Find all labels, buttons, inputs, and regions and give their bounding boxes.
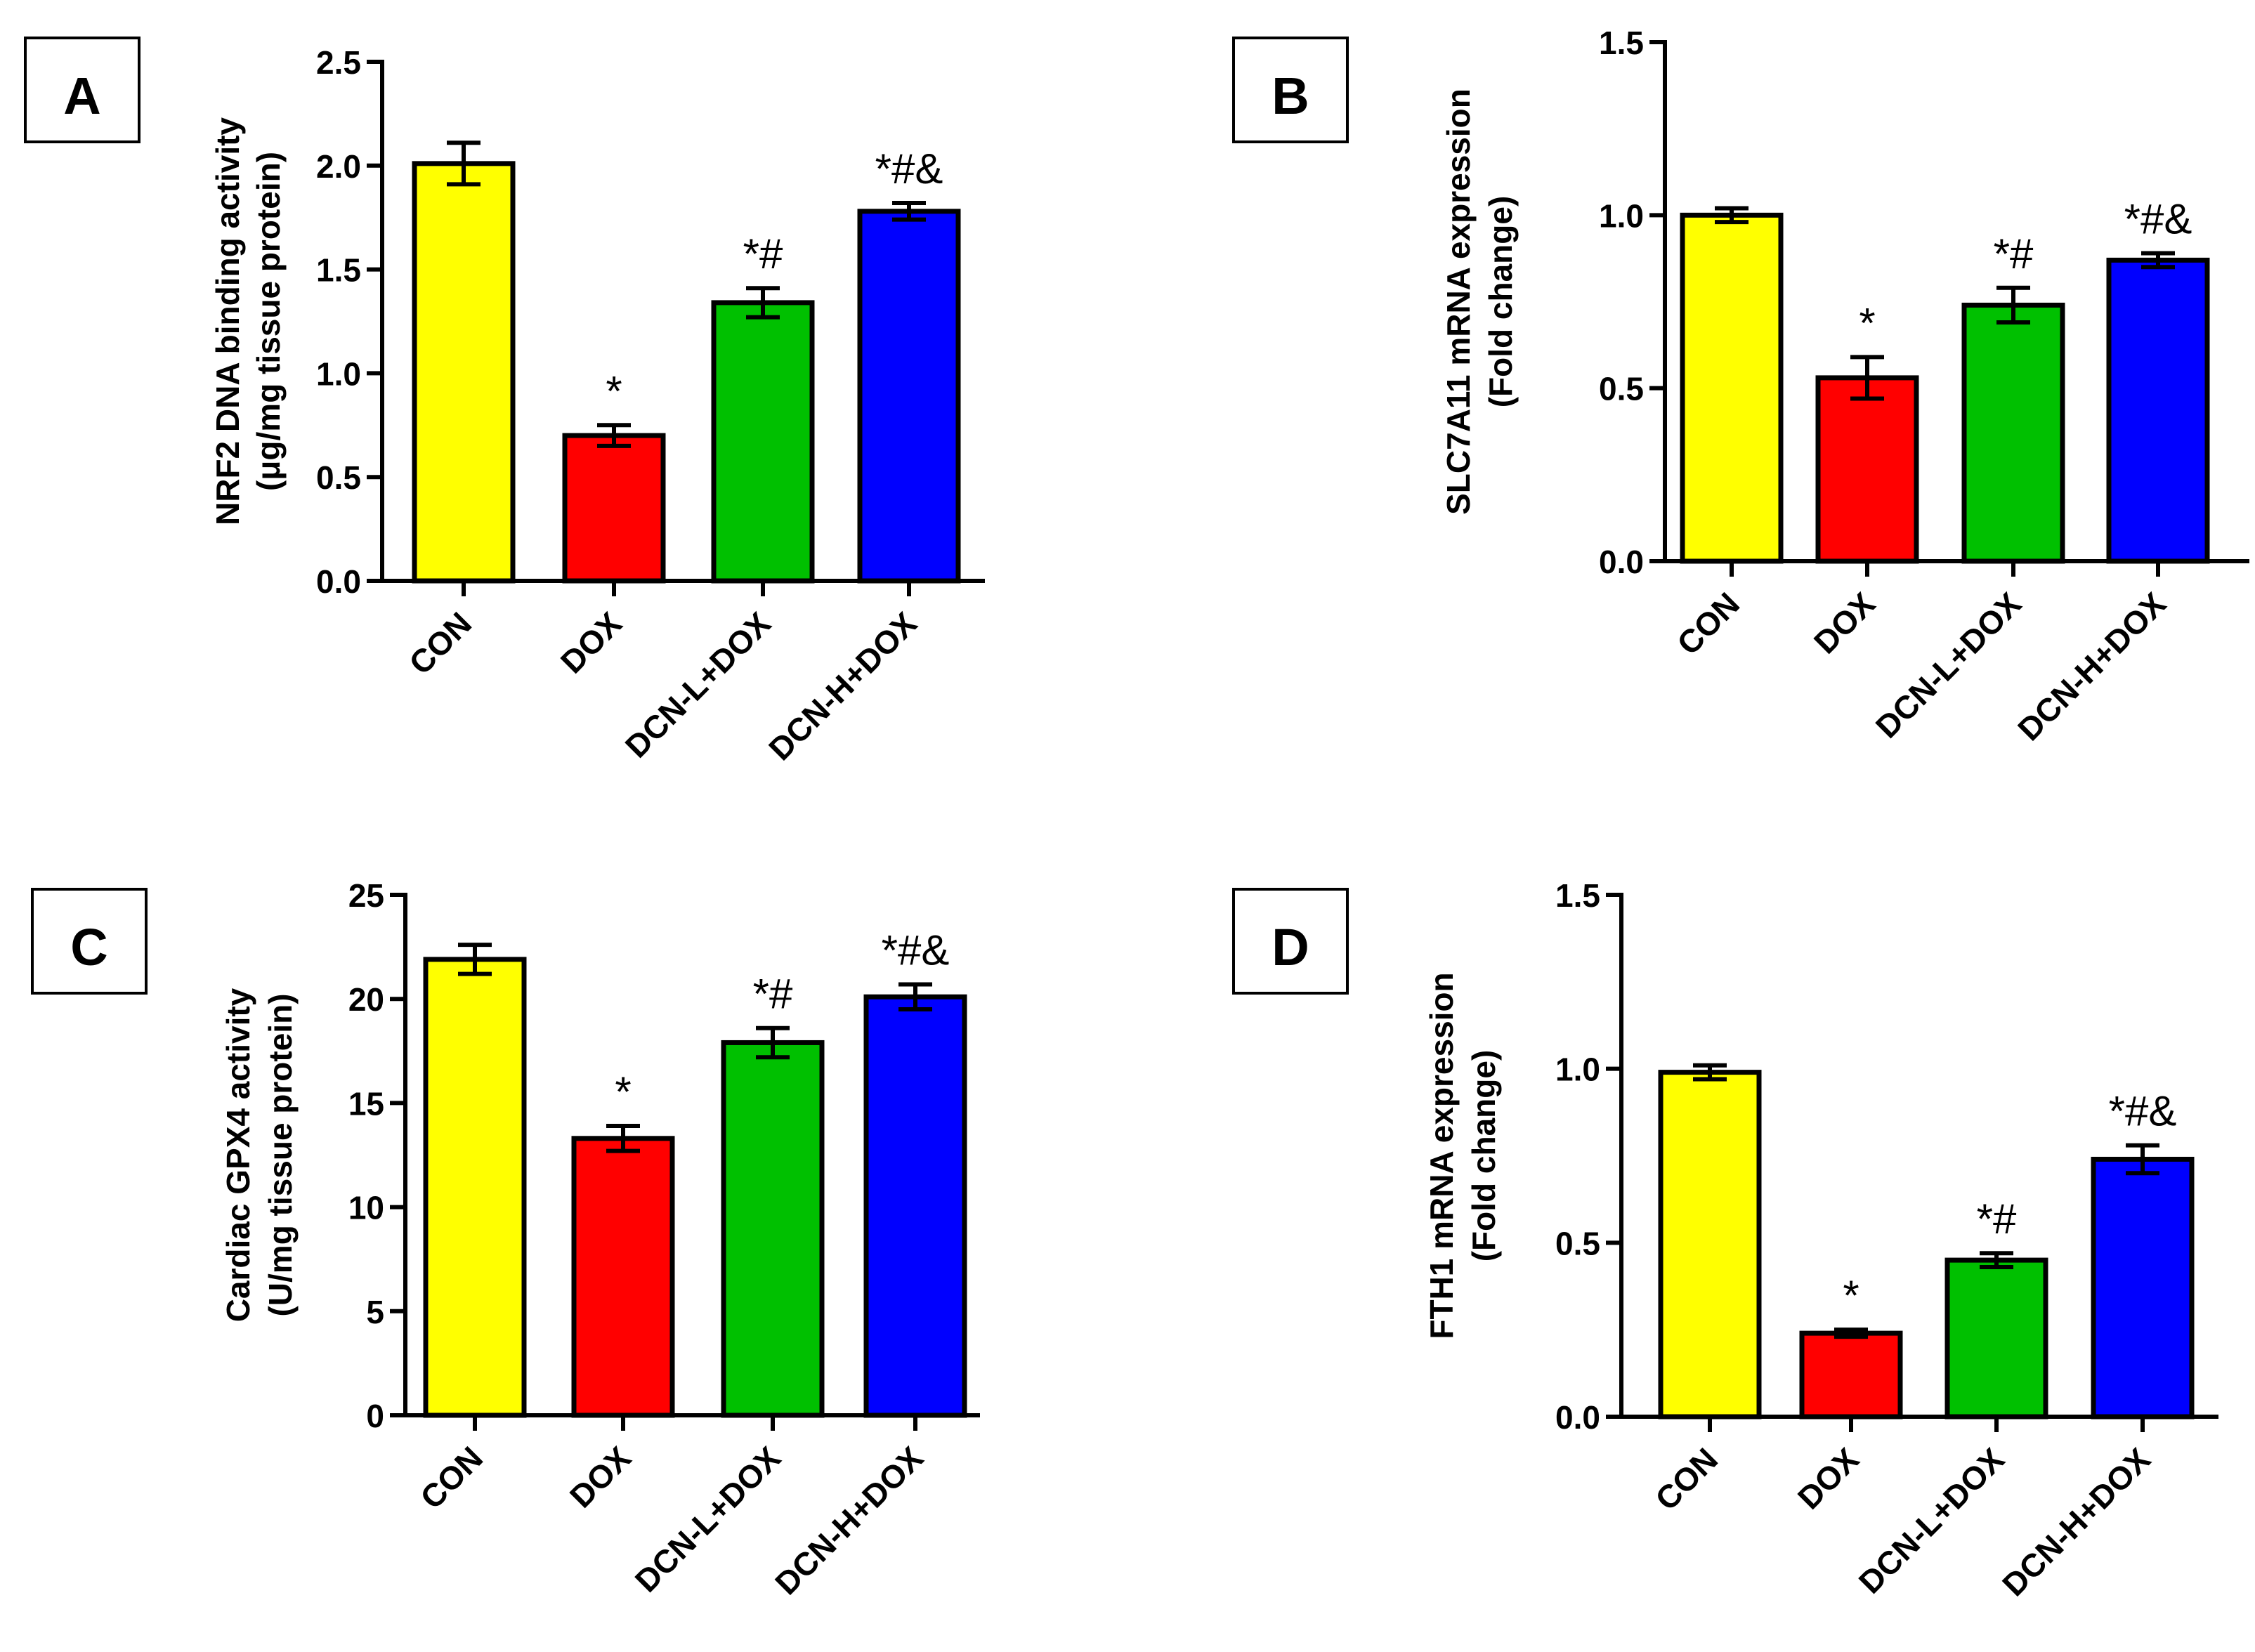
y-axis-title: SLC7A11 mRNA expression [1440, 88, 1477, 515]
y-tick-label: 0.5 [1555, 1225, 1600, 1261]
bar [1815, 375, 1919, 564]
significance-label: * [615, 1068, 631, 1115]
y-tick-label: 1.0 [1599, 197, 1644, 234]
y-axis-title: Cardiac GPX4 activity [220, 988, 256, 1322]
y-axis-title: (U/mg tissue protein) [262, 993, 299, 1316]
panel-d: D * *# *#& 0.0 0.5 1.0 1.5 CON DOXDCN-L+DOXDCN-H+… [1232, 877, 2218, 1603]
x-category-label: CON [1670, 585, 1746, 662]
bar [1680, 212, 1784, 564]
bar [1944, 1257, 2048, 1420]
y-tick-label: 1.5 [1599, 25, 1644, 61]
y-axis-title: NRF2 DNA binding activity [209, 117, 246, 525]
significance-label: * [1859, 299, 1875, 346]
significance-label: * [1843, 1272, 1859, 1319]
significance-label: *# [743, 230, 783, 277]
significance-label: *# [753, 971, 793, 1018]
significance-label: *#& [2109, 1088, 2177, 1135]
significance-label: *#& [875, 145, 943, 192]
bar [1658, 1070, 1762, 1420]
y-axis-title: (μg/mg tissue protein) [250, 152, 287, 491]
y-tick-label: 1.0 [316, 355, 361, 392]
panel-c: C * *# *#& 0 5 10 15 20 25 CON DOXDCN-L+DOXDCN-H+DO… [31, 877, 980, 1601]
bar [562, 433, 666, 584]
x-category-label: DCN-H+DOX [768, 1439, 930, 1601]
panel-letter: C [70, 918, 107, 976]
significance-label: *# [1994, 230, 2034, 277]
bar [721, 1040, 825, 1418]
y-tick-label: 0 [366, 1398, 384, 1434]
y-tick-label: 0.5 [316, 459, 361, 496]
panel-letter-box [1232, 888, 1349, 995]
y-tick-label: 1.5 [1555, 877, 1600, 914]
y-axis-title: (Fold change) [1482, 196, 1519, 408]
y-tick-label: 0.5 [1599, 371, 1644, 407]
bar [571, 1136, 675, 1418]
bar [2106, 257, 2210, 564]
y-tick-label: 1.5 [316, 252, 361, 289]
panel-letter-box [31, 888, 148, 995]
y-tick-label: 5 [366, 1294, 384, 1330]
bar [711, 300, 815, 584]
significance-label: *#& [882, 926, 950, 973]
x-category-label: DCN-L+DOX [1869, 585, 2029, 745]
x-category-label: DOX [1791, 1441, 1866, 1516]
x-category-label: DCN-L+DOX [628, 1439, 788, 1599]
y-tick-label: 15 [348, 1085, 384, 1122]
y-tick-label: 0.0 [1599, 544, 1644, 580]
x-category-label: DCN-H+DOX [1995, 1441, 2157, 1603]
y-axis-title: (Fold change) [1465, 1050, 1502, 1262]
y-tick-label: 2.0 [316, 148, 361, 185]
x-category-label: DOX [1807, 585, 1882, 660]
x-category-label: DCN-H+DOX [2011, 585, 2173, 747]
bar [857, 209, 961, 584]
panel-letter-box [1232, 37, 1349, 143]
y-tick-label: 25 [348, 877, 384, 914]
y-tick-label: 1.0 [1555, 1051, 1600, 1088]
y-axis-title: FTH1 mRNA expression [1423, 972, 1460, 1339]
bar [412, 161, 516, 584]
panel-b: B * *# *#& 0.0 0.5 1.0 1.5 CON DOXDCN-L+DOXDCN-H+… [1232, 25, 2249, 747]
panel-letter-box [24, 37, 140, 143]
bar [863, 994, 967, 1418]
y-tick-label: 2.5 [316, 44, 361, 81]
y-tick-label: 0.0 [1555, 1399, 1600, 1436]
y-tick-label: 20 [348, 981, 384, 1018]
x-category-label: CON [1648, 1441, 1725, 1517]
x-category-label: DCN-L+DOX [618, 605, 778, 765]
panel-letter: D [1272, 918, 1309, 976]
significance-label: * [606, 367, 622, 414]
bar [423, 957, 527, 1418]
panel-a: A * *# *#& 0.0 0.5 1.0 1.5 2.0 2.5 CON DOXDCN-L+DOX… [24, 37, 985, 767]
x-category-label: DCN-L+DOX [1852, 1441, 2012, 1601]
x-category-label: CON [402, 605, 478, 681]
bar [2091, 1156, 2195, 1420]
y-tick-label: 10 [348, 1190, 384, 1226]
significance-label: *# [1977, 1195, 2017, 1243]
bar [1961, 302, 2065, 564]
x-category-label: CON [413, 1439, 490, 1516]
x-category-label: DCN-H+DOX [762, 605, 924, 767]
significance-label: *#& [2124, 196, 2192, 243]
panel-letter: B [1272, 67, 1309, 125]
bar [1799, 1330, 1903, 1420]
x-category-label: DOX [563, 1439, 638, 1514]
y-tick-label: 0.0 [316, 563, 361, 600]
panel-letter: A [63, 67, 100, 125]
x-category-label: DOX [554, 605, 629, 680]
